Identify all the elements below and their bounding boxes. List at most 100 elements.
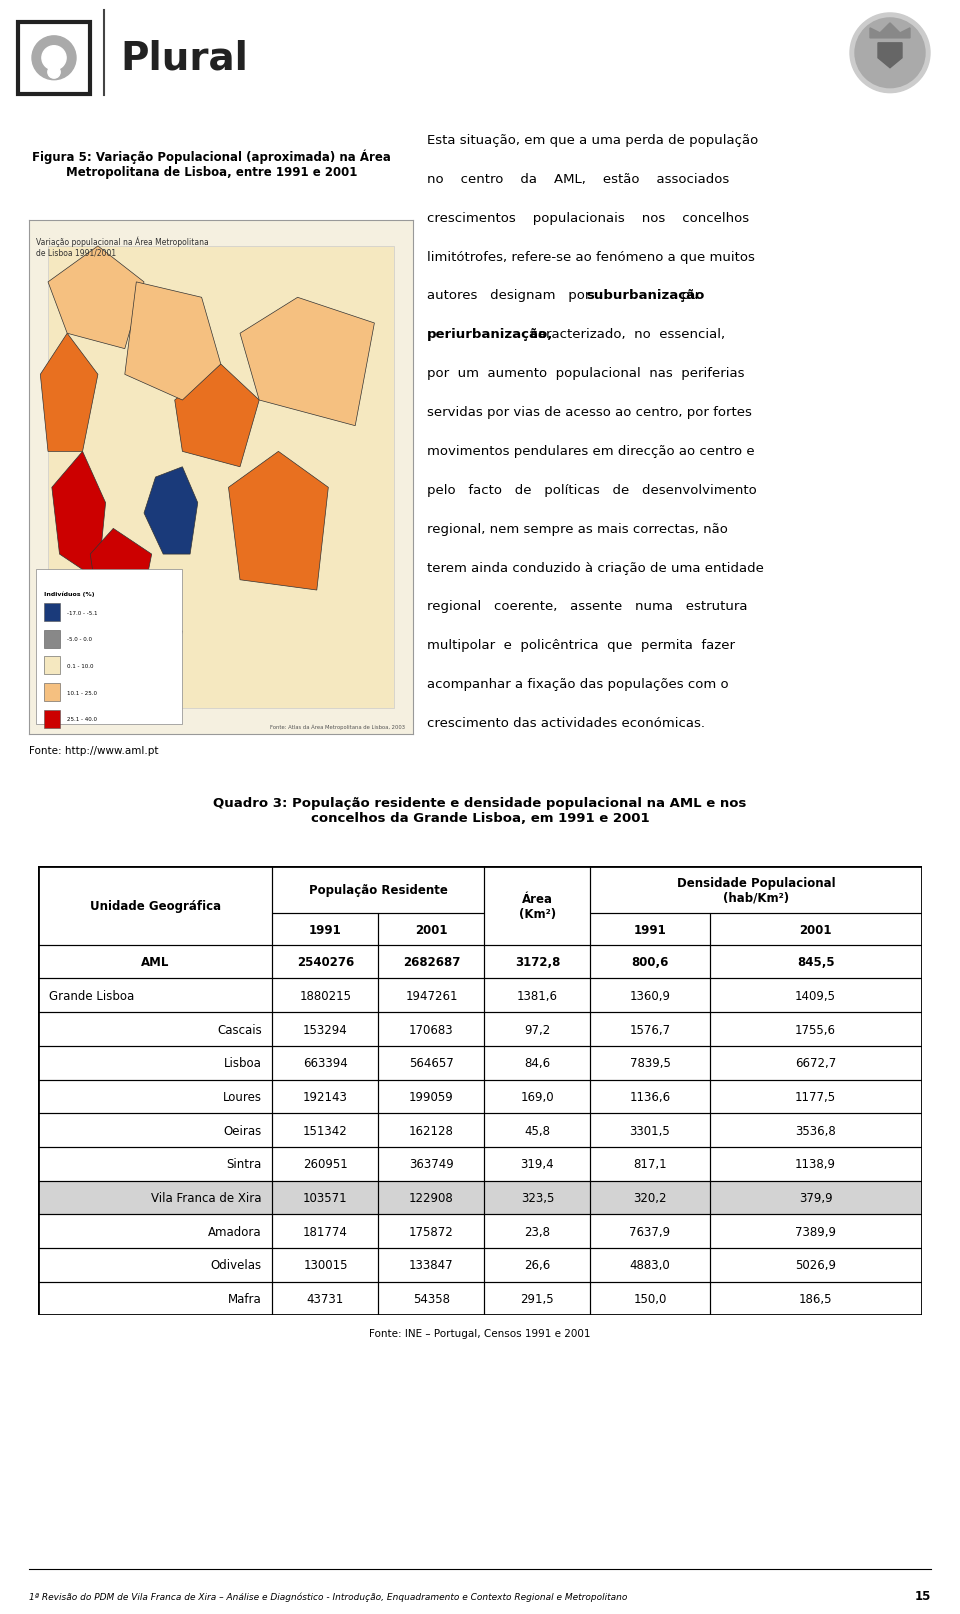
Circle shape (855, 19, 925, 89)
Text: Vila Franca de Xira: Vila Franca de Xira (152, 1191, 262, 1204)
Bar (709, 1080, 922, 1114)
Text: 4883,0: 4883,0 (630, 1259, 670, 1272)
Bar (485, 1248, 590, 1282)
Bar (273, 946, 378, 978)
Polygon shape (48, 247, 144, 350)
Text: AML: AML (141, 955, 170, 968)
Text: 192143: 192143 (303, 1089, 348, 1102)
Text: 10.1 - 25.0: 10.1 - 25.0 (67, 691, 97, 696)
Bar (273, 1181, 378, 1214)
Text: regional, nem sempre as mais correctas, não: regional, nem sempre as mais correctas, … (427, 523, 728, 536)
Circle shape (42, 47, 66, 71)
Bar (485, 1148, 590, 1181)
Bar (38, 867, 273, 946)
Bar (590, 1046, 709, 1080)
Text: Fonte: http://www.aml.pt: Fonte: http://www.aml.pt (29, 746, 158, 755)
Text: 363749: 363749 (409, 1157, 454, 1170)
Polygon shape (67, 591, 182, 709)
Bar (273, 1148, 378, 1181)
Bar (38, 1282, 273, 1315)
Bar (273, 1080, 378, 1114)
Text: 15: 15 (915, 1590, 931, 1603)
Text: 663394: 663394 (303, 1057, 348, 1070)
Text: Quadro 3: População residente e densidade populacional na AML e nos
concelhos da: Quadro 3: População residente e densidad… (213, 796, 747, 825)
Text: 130015: 130015 (303, 1259, 348, 1272)
Bar (485, 1214, 590, 1248)
Bar (38, 978, 273, 1012)
Text: 153294: 153294 (303, 1023, 348, 1036)
Bar (709, 1148, 922, 1181)
Bar (590, 1181, 709, 1214)
Text: 54358: 54358 (413, 1293, 450, 1306)
Text: 1ª Revisão do PDM de Vila Franca de Xira – Análise e Diagnóstico - Introdução, E: 1ª Revisão do PDM de Vila Franca de Xira… (29, 1591, 627, 1601)
Bar (485, 1012, 590, 1046)
Text: Fonte: Atlas da Área Metropolitana de Lisboa, 2003: Fonte: Atlas da Área Metropolitana de Li… (270, 723, 405, 730)
Polygon shape (48, 247, 394, 709)
Text: movimentos pendulares em direcção ao centro e: movimentos pendulares em direcção ao cen… (427, 445, 755, 458)
Text: Sintra: Sintra (227, 1157, 262, 1170)
Bar (273, 1248, 378, 1282)
Text: 2001: 2001 (415, 923, 447, 936)
Text: 1755,6: 1755,6 (795, 1023, 836, 1036)
Bar (44, 604, 60, 621)
Bar (485, 1181, 590, 1214)
Text: 3172,8: 3172,8 (515, 955, 560, 968)
Text: 150,0: 150,0 (634, 1293, 666, 1306)
Polygon shape (175, 365, 259, 468)
Text: periurbanização,: periurbanização, (427, 328, 554, 341)
Bar (709, 946, 922, 978)
Text: 151342: 151342 (303, 1123, 348, 1136)
Text: 2540276: 2540276 (297, 955, 354, 968)
Text: terem ainda conduzido à criação de uma entidade: terem ainda conduzido à criação de uma e… (427, 562, 764, 575)
Bar (378, 1181, 485, 1214)
Text: Odivelas: Odivelas (211, 1259, 262, 1272)
Polygon shape (878, 44, 902, 69)
Bar (38, 1214, 273, 1248)
Bar (485, 1114, 590, 1148)
Text: 6672,7: 6672,7 (795, 1057, 836, 1070)
Text: Variação populacional na Área Metropolitana
de Lisboa 1991/2001: Variação populacional na Área Metropolit… (36, 237, 209, 257)
Bar (590, 1080, 709, 1114)
Text: 1880215: 1880215 (300, 989, 351, 1002)
Bar (709, 1046, 922, 1080)
Bar (378, 978, 485, 1012)
Text: Plural: Plural (120, 40, 248, 77)
Text: multipolar  e  policêntrica  que  permita  fazer: multipolar e policêntrica que permita fa… (427, 639, 735, 652)
Text: 845,5: 845,5 (797, 955, 834, 968)
Text: Loures: Loures (223, 1089, 262, 1102)
Text: acompanhar a fixação das populações com o: acompanhar a fixação das populações com … (427, 678, 729, 691)
Text: 170683: 170683 (409, 1023, 454, 1036)
Text: 0.1 - 10.0: 0.1 - 10.0 (67, 663, 94, 668)
Bar (485, 1181, 590, 1214)
Text: servidas por vias de acesso ao centro, por fortes: servidas por vias de acesso ao centro, p… (427, 405, 752, 418)
Polygon shape (125, 282, 221, 400)
Text: caracterizado,  no  essencial,: caracterizado, no essencial, (521, 328, 725, 341)
Text: 23,8: 23,8 (524, 1225, 550, 1238)
Text: 1360,9: 1360,9 (630, 989, 670, 1002)
Bar (44, 657, 60, 675)
Polygon shape (228, 452, 328, 591)
Bar (38, 1046, 273, 1080)
Bar (378, 1181, 485, 1214)
Text: 186,5: 186,5 (799, 1293, 832, 1306)
Text: Lisboa: Lisboa (224, 1057, 262, 1070)
Text: 84,6: 84,6 (524, 1057, 550, 1070)
Text: 3536,8: 3536,8 (795, 1123, 836, 1136)
Polygon shape (90, 529, 152, 631)
Text: Amadora: Amadora (208, 1225, 262, 1238)
Bar (485, 1046, 590, 1080)
Circle shape (48, 66, 60, 79)
Text: 2682687: 2682687 (403, 955, 460, 968)
Bar (709, 1181, 922, 1214)
Bar (273, 867, 485, 914)
Text: ou: ou (669, 289, 699, 302)
Bar (273, 1012, 378, 1046)
Text: 26,6: 26,6 (524, 1259, 550, 1272)
Text: 45,8: 45,8 (524, 1123, 550, 1136)
Text: Esta situação, em que a uma perda de população: Esta situação, em que a uma perda de pop… (427, 134, 758, 147)
Text: crescimentos    populacionais    nos    concelhos: crescimentos populacionais nos concelhos (427, 211, 750, 224)
Text: pelo   facto   de   políticas   de   desenvolvimento: pelo facto de políticas de desenvolvimen… (427, 484, 756, 497)
Text: crescimento das actividades económicas.: crescimento das actividades económicas. (427, 717, 706, 730)
Text: 260951: 260951 (303, 1157, 348, 1170)
Bar (709, 1282, 922, 1315)
